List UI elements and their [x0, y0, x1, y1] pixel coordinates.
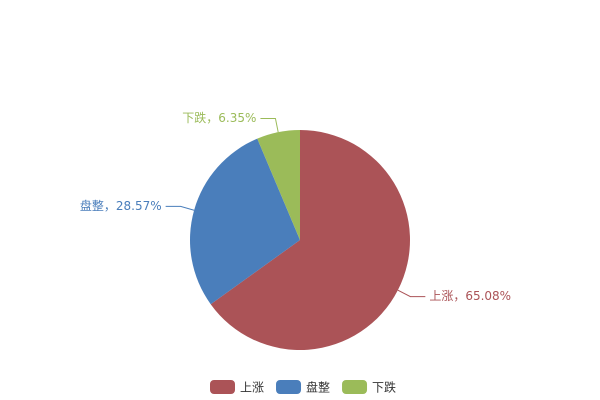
- data-label: 盘整，28.57%: [80, 198, 162, 213]
- legend-swatch[interactable]: [210, 380, 235, 394]
- label-line: [260, 117, 279, 133]
- legend-swatch[interactable]: [276, 380, 302, 394]
- legend-label[interactable]: 上涨: [240, 380, 264, 395]
- pie-slice: [257, 130, 300, 240]
- legend-label[interactable]: 盘整: [306, 380, 330, 395]
- data-label: 上涨，65.08%: [429, 288, 511, 303]
- label-line: [397, 289, 426, 298]
- data-label: 下跌，6.35%: [182, 110, 256, 125]
- legend-label[interactable]: 下跌: [372, 380, 396, 395]
- pie-slice: [189, 138, 300, 305]
- legend-swatch[interactable]: [342, 380, 368, 394]
- label-line: [165, 205, 195, 211]
- pie-slice: [210, 130, 411, 350]
